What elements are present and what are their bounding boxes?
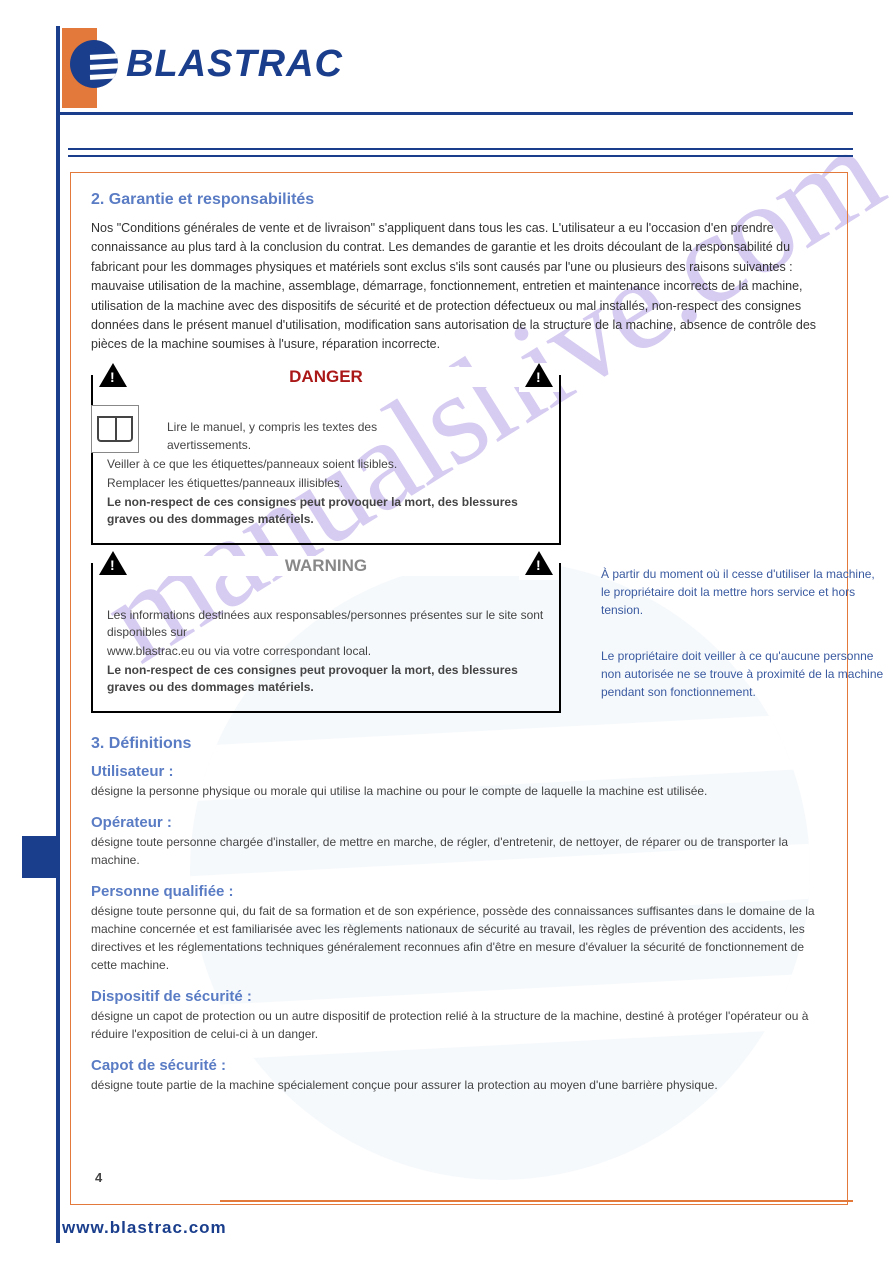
content-frame: 2. Garantie et responsabilités Nos "Cond… — [70, 172, 848, 1205]
warning-triangle-icon — [99, 551, 127, 575]
definition-row: Opérateur : désigne toute personne charg… — [91, 814, 827, 869]
danger-line-1: Lire le manuel, y compris les textes des — [167, 419, 545, 436]
definition-text: désigne la personne physique ou morale q… — [91, 782, 827, 800]
warning-triangle-icon — [525, 363, 553, 387]
definition-text: désigne toute personne qui, du fait de s… — [91, 902, 827, 974]
vertical-rule-blue — [56, 26, 60, 1243]
warning-line-3: Le non-respect de ces consignes peut pro… — [107, 662, 545, 696]
section-3-heading: 3. Définitions — [91, 735, 827, 753]
warning-line-1: Les informations destinées aux responsab… — [107, 607, 545, 641]
definition-term: Personne qualifiée : — [91, 883, 827, 900]
definition-text: désigne toute partie de la machine spéci… — [91, 1076, 827, 1094]
brand-logo-mark — [70, 40, 118, 88]
warning-banner: WARNING — [93, 551, 559, 580]
definition-term: Capot de sécurité : — [91, 1057, 827, 1074]
brand-logo: BLASTRAC — [70, 40, 343, 88]
warning-line-2: www.blastrac.eu ou via votre corresponda… — [107, 643, 545, 660]
brand-logo-text: BLASTRAC — [126, 43, 343, 86]
header-rule-3 — [68, 155, 853, 157]
definition-text: désigne toute personne chargée d'install… — [91, 833, 827, 869]
danger-box: DANGER Lire le manuel, y compris les tex… — [91, 375, 561, 546]
footer-url: www.blastrac.com — [62, 1218, 227, 1238]
definition-term: Opérateur : — [91, 814, 827, 831]
page-number: 4 — [95, 1170, 102, 1185]
danger-line-3: Veiller à ce que les étiquettes/panneaux… — [107, 456, 545, 473]
definition-term: Utilisateur : — [91, 763, 827, 780]
section-2-body: Nos "Conditions générales de vente et de… — [91, 219, 827, 355]
header-rule-1 — [60, 112, 853, 115]
warning-box: WARNING Les informations destinées aux r… — [91, 563, 561, 713]
definition-term: Dispositif de sécurité : — [91, 988, 827, 1005]
section-2-heading: 2. Garantie et responsabilités — [91, 191, 827, 209]
danger-line-2: avertissements. — [167, 437, 545, 454]
definition-row: Personne qualifiée : désigne toute perso… — [91, 883, 827, 974]
side-notes: À partir du moment où il cesse d'utilise… — [601, 565, 886, 729]
warning-label: WARNING — [285, 556, 367, 575]
warning-triangle-icon — [99, 363, 127, 387]
definition-row: Capot de sécurité : désigne toute partie… — [91, 1057, 827, 1094]
read-manual-icon — [91, 405, 139, 453]
header-rule-2 — [68, 148, 853, 150]
safety-boxes-area: DANGER Lire le manuel, y compris les tex… — [91, 375, 827, 714]
danger-banner: DANGER — [93, 363, 559, 392]
side-tab-blue — [22, 836, 60, 878]
definition-row: Utilisateur : désigne la personne physiq… — [91, 763, 827, 800]
definition-row: Dispositif de sécurité : désigne un capo… — [91, 988, 827, 1043]
definition-text: désigne un capot de protection ou un aut… — [91, 1007, 827, 1043]
danger-line-5: Le non-respect de ces consignes peut pro… — [107, 494, 545, 528]
side-note-2: Le propriétaire doit veiller à ce qu'auc… — [601, 647, 886, 701]
danger-line-4: Remplacer les étiquettes/panneaux illisi… — [107, 475, 545, 492]
danger-label: DANGER — [289, 367, 363, 386]
side-note-1: À partir du moment où il cesse d'utilise… — [601, 565, 886, 619]
warning-triangle-icon — [525, 551, 553, 575]
